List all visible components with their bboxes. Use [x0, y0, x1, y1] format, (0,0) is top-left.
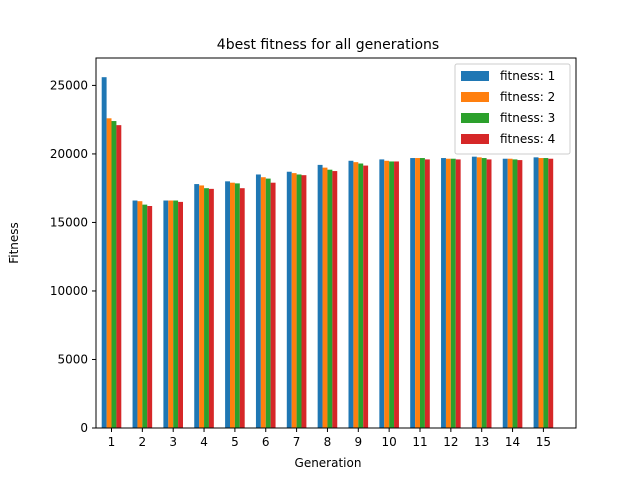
bar-series-1-gen-14 — [502, 158, 508, 428]
bar-series-4-gen-1 — [116, 125, 122, 429]
legend-label: fitness: 3 — [500, 111, 555, 125]
y-tick-label: 10000 — [50, 284, 88, 298]
bar-series-3-gen-8 — [327, 169, 333, 428]
bar-series-3-gen-11 — [420, 158, 425, 429]
x-tick-label: 12 — [443, 435, 458, 449]
bar-series-1-gen-1 — [101, 77, 107, 428]
bar-series-2-gen-12 — [445, 158, 451, 428]
x-tick-label: 6 — [262, 435, 270, 449]
y-axis: 0 5000 10000 15000 20000 25000 — [50, 78, 96, 435]
y-tick-label: 20000 — [50, 147, 88, 161]
legend-swatch — [461, 71, 489, 81]
bar-series-3-gen-12 — [450, 158, 456, 428]
bar-series-1-gen-13 — [471, 156, 477, 429]
legend: fitness: 1 fitness: 2 fitness: 3 fitness: 4 — [454, 63, 571, 155]
bar-series-2-gen-5 — [230, 182, 235, 428]
plot-frame — [95, 57, 577, 429]
bar-series-3-gen-9 — [358, 163, 364, 428]
x-tick-label: 14 — [505, 435, 520, 449]
bar-series-3-gen-10 — [389, 161, 395, 428]
x-axis-label: Generation — [295, 456, 362, 470]
bar-series-4-gen-3 — [178, 201, 183, 428]
legend-swatch — [461, 113, 489, 123]
bar-series-2-gen-1 — [106, 118, 112, 429]
bar-series-1-gen-4 — [194, 184, 200, 428]
x-tick-label: 2 — [139, 435, 147, 449]
x-tick-label: 8 — [324, 435, 332, 449]
bar-series-1-gen-9 — [348, 160, 354, 428]
bar-series-1-gen-12 — [441, 158, 446, 429]
x-axis: 1 2 3 4 5 6 7 8 9 10 11 12 13 14 15 — [108, 428, 551, 449]
x-tick-label: 4 — [200, 435, 208, 449]
y-tick-label: 5000 — [57, 352, 88, 366]
bar-series-3-gen-13 — [481, 158, 487, 429]
x-tick-label: 15 — [536, 435, 551, 449]
bar-series-4-gen-13 — [486, 159, 492, 428]
bar-series-2-gen-14 — [507, 158, 513, 428]
y-axis-label: Fitness — [7, 222, 21, 264]
x-tick-label: 1 — [108, 435, 116, 449]
bar-series-4-gen-9 — [363, 165, 369, 428]
bar-series-4-gen-12 — [455, 159, 461, 428]
bar-series-4-gen-4 — [208, 188, 214, 428]
bar-series-4-gen-10 — [394, 161, 399, 428]
bar-series-3-gen-5 — [234, 183, 240, 428]
y-tick-label: 0 — [80, 421, 88, 435]
bar-series-2-gen-6 — [260, 177, 266, 428]
bar-series-1-gen-10 — [379, 159, 385, 428]
bar-series-4-gen-5 — [239, 188, 245, 428]
bar-series-1-gen-2 — [132, 200, 138, 428]
legend-label: fitness: 2 — [500, 90, 555, 104]
bar-series-2-gen-4 — [199, 185, 205, 428]
bar-series-1-gen-3 — [163, 200, 169, 428]
bars-group — [101, 77, 554, 429]
bar-series-2-gen-10 — [384, 160, 390, 428]
bar-series-2-gen-8 — [322, 167, 328, 428]
bar-series-4-gen-6 — [270, 182, 276, 428]
bar-series-3-gen-15 — [543, 158, 549, 429]
bar-series-1-gen-15 — [533, 157, 539, 428]
bar-series-3-gen-1 — [111, 121, 117, 428]
legend-swatch — [461, 134, 489, 144]
legend-swatch — [461, 92, 489, 102]
x-tick-label: 10 — [382, 435, 397, 449]
bar-series-2-gen-9 — [353, 162, 359, 428]
bar-series-1-gen-11 — [410, 158, 416, 429]
bar-series-3-gen-4 — [204, 188, 209, 428]
bar-series-4-gen-2 — [147, 206, 153, 428]
legend-frame — [454, 63, 571, 155]
x-tick-label: 11 — [412, 435, 427, 449]
bar-series-2-gen-13 — [476, 157, 482, 428]
x-tick-label: 13 — [474, 435, 489, 449]
bar-series-4-gen-15 — [548, 158, 554, 428]
bar-series-4-gen-11 — [424, 159, 430, 428]
bar-series-3-gen-3 — [173, 200, 179, 428]
bar-series-3-gen-7 — [296, 174, 302, 428]
x-tick-label: 7 — [293, 435, 301, 449]
bar-series-1-gen-8 — [317, 164, 323, 428]
bar-series-1-gen-7 — [286, 171, 292, 429]
bar-series-2-gen-15 — [538, 158, 544, 429]
y-tick-label: 15000 — [50, 215, 88, 229]
bar-series-3-gen-6 — [265, 178, 271, 428]
bar-series-3-gen-2 — [142, 204, 148, 428]
bar-series-2-gen-2 — [137, 201, 143, 428]
chart-title: 4best fitness for all generations — [217, 37, 439, 53]
x-tick-label: 5 — [231, 435, 239, 449]
bar-series-1-gen-5 — [225, 181, 230, 428]
bar-series-1-gen-6 — [255, 174, 261, 428]
legend-label: fitness: 4 — [500, 132, 555, 146]
bar-series-4-gen-8 — [332, 171, 338, 428]
bar-series-4-gen-14 — [517, 160, 523, 428]
x-tick-label: 9 — [354, 435, 362, 449]
y-tick-label: 25000 — [50, 78, 88, 92]
legend-label: fitness: 1 — [500, 69, 555, 83]
bar-series-4-gen-7 — [301, 175, 307, 428]
x-tick-label: 3 — [169, 435, 177, 449]
bar-series-3-gen-14 — [512, 159, 518, 428]
bar-series-2-gen-7 — [291, 173, 297, 428]
bar-series-2-gen-11 — [415, 158, 420, 429]
bar-series-2-gen-3 — [168, 200, 174, 428]
